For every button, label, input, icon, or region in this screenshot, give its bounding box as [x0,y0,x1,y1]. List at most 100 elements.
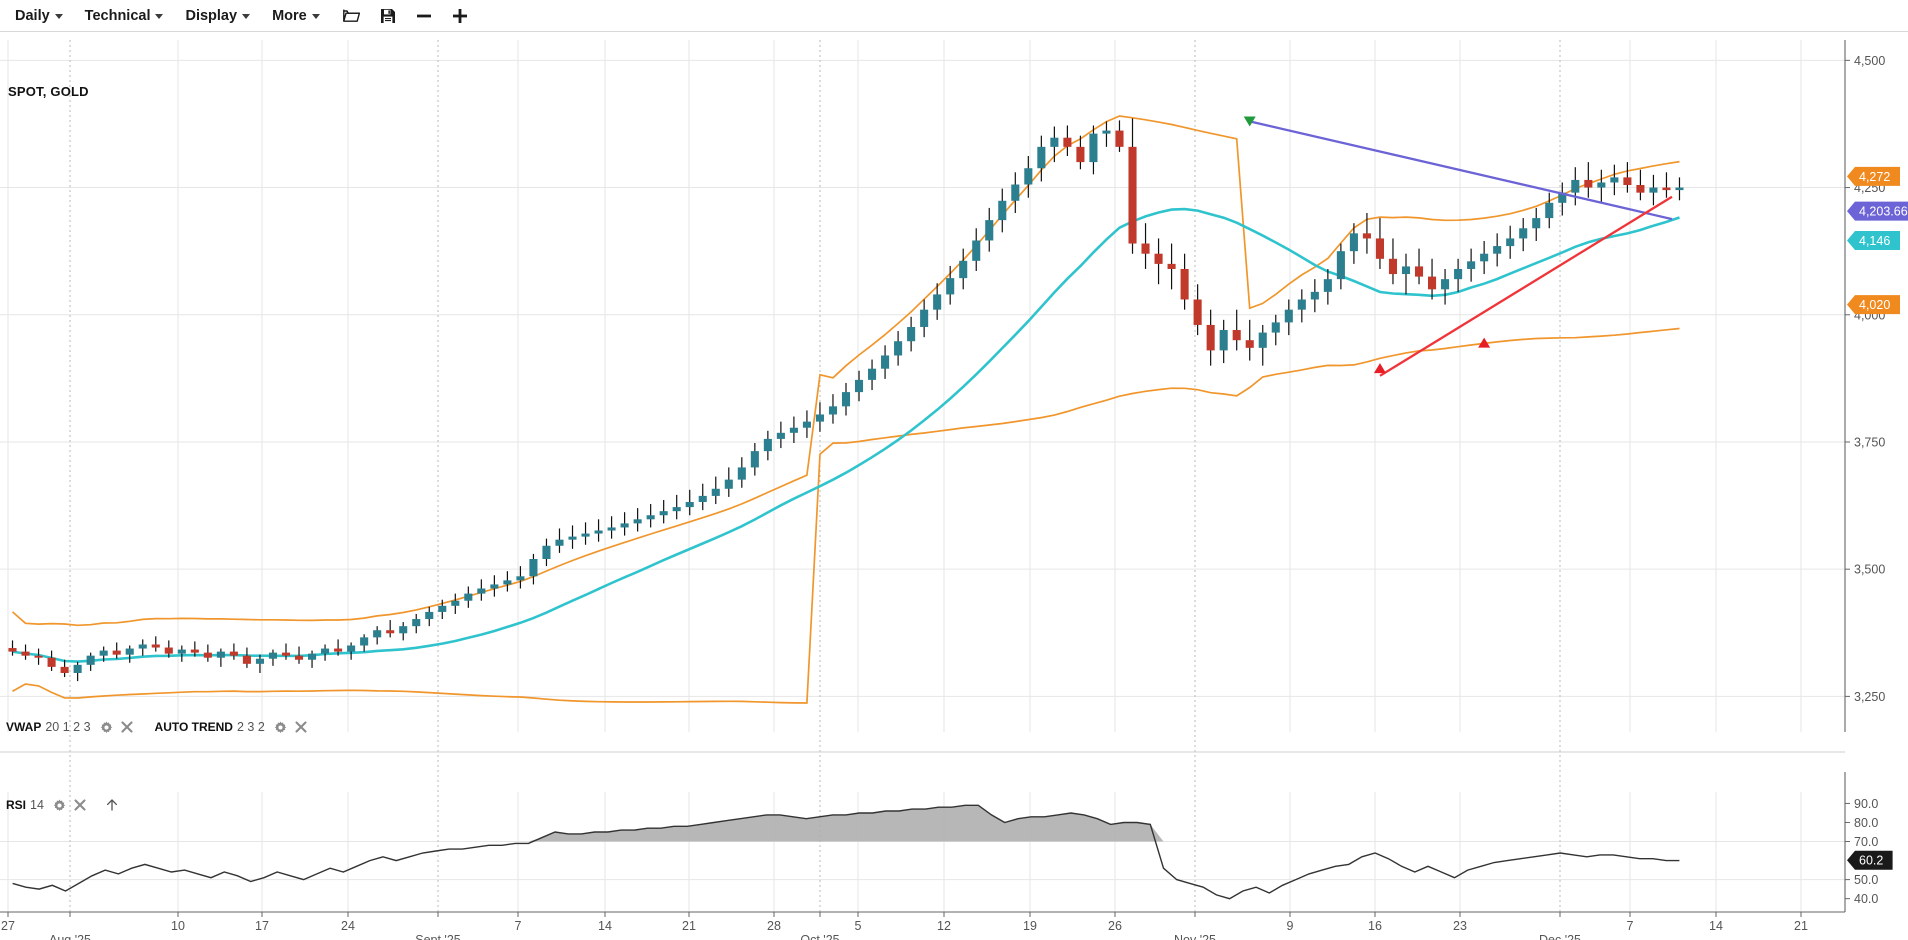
time-tick-label-day: 21 [682,919,696,933]
technical-menu[interactable]: Technical [74,1,175,31]
trend-markers [1243,116,1908,374]
time-tick-label-day: 26 [1108,919,1122,933]
save-icon[interactable] [373,1,403,31]
autotrend-legend-name[interactable]: AUTO TREND [154,720,233,734]
rsi-indicator-legend: RSI 14 [6,797,122,813]
candle-body [542,545,551,559]
candle-body [1636,185,1645,193]
price-badge-2[interactable]: 4,146 [1847,230,1900,250]
candle-body [308,653,317,660]
candle-body [1258,332,1267,348]
candle-body [151,644,160,648]
arrow-up-icon[interactable] [104,797,120,813]
autotrend-legend-params[interactable]: 2 3 2 [236,720,265,734]
candle-body [1154,253,1163,264]
rsi-axis-labels: 90.0 80.0 70.0 50.0 40.0 [1845,797,1878,906]
candle-body [633,519,642,524]
gear-icon[interactable] [52,797,68,813]
display-menu-label: Display [185,7,238,24]
candle-body [750,451,759,468]
close-icon[interactable] [293,719,309,735]
candle-body [1115,130,1124,147]
chevron-down-icon [242,14,251,19]
time-tick-label-day: 23 [1453,919,1467,933]
candle-body [1297,299,1306,310]
grid-lines [0,40,1845,912]
price-tick-label: 3,750 [1854,435,1885,449]
timeframe-menu[interactable]: Daily [4,1,74,31]
candle-body [490,584,499,589]
technical-menu-label: Technical [84,7,151,24]
close-icon[interactable] [119,719,135,735]
time-axis-labels: 27 Aug '25 10 17 24 Sept '25 7 14 21 28 Oct '25 5 12… [1,912,1808,940]
candle-body [1649,187,1658,193]
candle-body [1323,279,1332,292]
display-menu[interactable]: Display [174,1,261,31]
candle-body [1349,233,1358,252]
gear-icon[interactable] [99,719,115,735]
candle-body [281,652,291,656]
candle-body [1037,146,1046,169]
time-tick-label-day: 14 [598,919,612,933]
candle-body [1675,187,1684,191]
candle-body [34,655,43,658]
up-triangle-marker [1478,337,1491,348]
toolbar: Daily Technical Display More [0,0,1908,32]
vwap-upper-band [11,115,1680,627]
price-badge-1[interactable]: 4,203.66 [1847,201,1908,221]
candle-body [1506,238,1515,247]
time-tick-label-month: Aug '25 [49,933,91,940]
more-menu[interactable]: More [261,1,331,31]
ma-line [12,207,1680,663]
candle-body [581,533,590,537]
candle-body [802,421,811,428]
time-tick-label-month: Oct '25 [800,933,839,940]
candle-body [242,655,251,664]
timeframe-menu-label: Daily [15,7,50,24]
candle-body [412,619,421,627]
candle-body [464,593,473,601]
candle-body [360,637,369,646]
candle-body [828,406,838,415]
badge-shape [1847,850,1893,870]
price-badge-3[interactable]: 4,020 [1847,295,1900,315]
vwap-legend-params[interactable]: 20 1 2 3 [45,720,91,734]
rsi-panel [12,804,1680,900]
rsi-overbought-fill [12,805,1680,842]
rsi-value-badge[interactable]: 60.2 [1847,850,1893,870]
price-indicator-legend: VWAP 20 1 2 3 AUTO TREND 2 3 2 [6,719,311,735]
candle-body [1584,179,1593,188]
chart-canvas[interactable]: 4,500 4,250 4,000 3,750 3,500 3,250 90.0 80.0 70… [0,32,1908,940]
candle-body [1610,177,1619,183]
time-tick-label-day: 7 [1627,919,1634,933]
rsi-legend-name[interactable]: RSI [6,798,27,812]
vwap-bands [11,115,1680,704]
price-badge-0[interactable]: 4,272 [1847,166,1900,186]
zoom-in-icon[interactable] [445,1,475,31]
badge-shape [1847,201,1908,221]
candle-body [1063,137,1072,147]
candle-body [529,559,538,577]
candle-body [1011,184,1020,201]
close-icon[interactable] [72,797,88,813]
folder-open-icon[interactable] [337,1,367,31]
candle-body [1375,238,1384,259]
candle-body [268,652,278,659]
gear-icon[interactable] [273,719,289,735]
rsi-legend-params[interactable]: 14 [30,798,44,812]
candle-body [1441,279,1450,290]
candle-body [1454,268,1463,280]
candle-body [516,576,525,581]
candle-body [568,536,577,540]
candle-body [373,630,382,638]
zoom-out-icon[interactable] [409,1,439,31]
time-tick-label-day: 27 [1,919,15,933]
vwap-legend-name[interactable]: VWAP [6,720,42,734]
candle-body [1271,322,1280,333]
candle-body [86,655,95,665]
symbol-label: SPOT, GOLD [8,84,89,99]
candle-body [1219,330,1228,351]
down-triangle-marker [1243,116,1256,127]
candle-body [1623,177,1632,186]
